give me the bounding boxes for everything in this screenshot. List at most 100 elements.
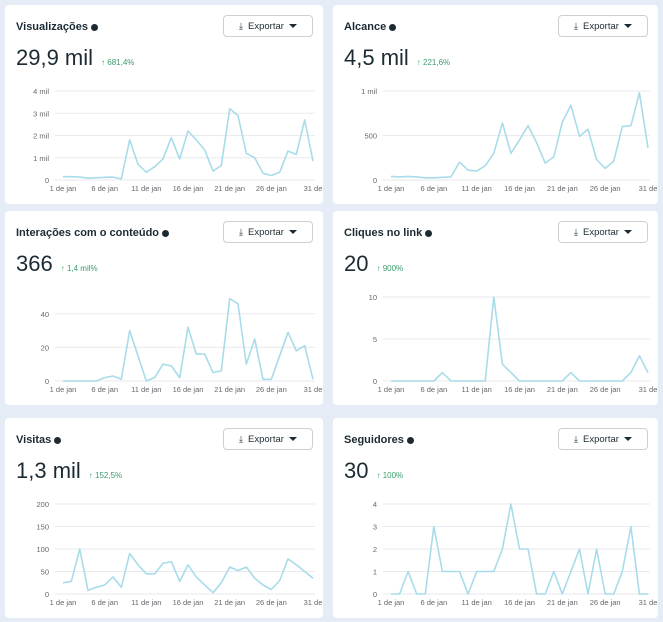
info-icon[interactable] (425, 229, 433, 237)
card-visitas: Visitas ⤓ Exportar 1,3 mil ↑ 152,5% 0 50 100 1… (5, 418, 323, 618)
x-tick-label: 31 de (639, 598, 658, 607)
info-icon[interactable] (406, 436, 414, 444)
export-label: Exportar (583, 20, 619, 32)
x-tick-label: 11 de jan (131, 385, 161, 394)
export-label: Exportar (248, 433, 284, 445)
info-icon[interactable] (90, 23, 98, 31)
x-tick-label: 26 de jan (590, 385, 621, 394)
x-tick-label: 1 de jan (50, 184, 77, 193)
x-tick-label: 31 de (304, 598, 323, 607)
x-tick-label: 31 de (304, 385, 323, 394)
x-tick-label: 1 de jan (378, 184, 405, 193)
x-tick-label: 1 de jan (378, 598, 405, 607)
download-icon: ⤓ (239, 433, 244, 444)
export-button[interactable]: ⤓ Exportar (223, 15, 313, 37)
x-tick-label: 1 de jan (50, 598, 77, 607)
y-tick-label: 150 (36, 523, 49, 532)
y-tick-label: 1 (373, 568, 377, 577)
x-tick-label: 11 de jan (462, 385, 492, 394)
y-tick-label: 0 (45, 590, 49, 599)
y-tick-label: 3 (373, 523, 377, 532)
x-tick-label: 6 de jan (420, 385, 447, 394)
metric-value-row: 366 ↑ 1,4 mil% (16, 251, 98, 277)
download-icon: ⤓ (239, 20, 244, 31)
y-tick-label: 5 (373, 335, 377, 344)
download-icon: ⤓ (574, 433, 579, 444)
x-tick-label: 11 de jan (462, 598, 492, 607)
card-title: Seguidores (344, 434, 414, 446)
metric-value: 20 (344, 251, 369, 276)
line-chart: 0 5 10 1 de jan 6 de jan 11 de jan 16 de jan 21… (369, 293, 658, 394)
y-tick-label: 0 (45, 377, 49, 386)
metric-value-row: 20 ↑ 900% (344, 251, 403, 277)
info-icon[interactable] (162, 229, 170, 237)
y-tick-label: 200 (36, 500, 49, 509)
card-title-text: Interações com o conteúdo (16, 227, 160, 239)
x-tick-label: 6 de jan (91, 598, 118, 607)
x-tick-label: 6 de jan (91, 184, 118, 193)
caret-down-icon (623, 24, 632, 28)
y-tick-label: 10 (369, 293, 377, 302)
x-tick-label: 16 de jan (504, 385, 535, 394)
card-alcance: Alcance ⤓ Exportar 4,5 mil ↑ 221,6% 0 500 1 m… (333, 5, 658, 204)
y-tick-label: 2 mil (33, 132, 49, 141)
caret-down-icon (288, 230, 297, 234)
caret-down-icon (623, 437, 632, 441)
y-tick-label: 50 (41, 568, 49, 577)
x-tick-label: 21 de jan (547, 385, 578, 394)
export-button[interactable]: ⤓ Exportar (558, 221, 648, 243)
line-chart: 0 1 mil 2 mil 3 mil 4 mil 1 de jan 6 de jan 11 … (33, 87, 323, 193)
export-button[interactable]: ⤓ Exportar (223, 428, 313, 450)
x-tick-label: 16 de jan (504, 598, 535, 607)
card-title: Alcance (344, 21, 397, 33)
metric-value-row: 29,9 mil ↑ 681,4% (16, 45, 134, 71)
card-title-text: Alcance (344, 21, 387, 33)
x-tick-label: 1 de jan (50, 385, 77, 394)
x-tick-label: 21 de jan (547, 598, 578, 607)
caret-down-icon (288, 437, 297, 441)
x-tick-label: 16 de jan (173, 598, 204, 607)
line-chart: 0 20 40 1 de jan 6 de jan 11 de jan 16 de jan 2… (41, 297, 323, 394)
info-icon[interactable] (54, 436, 62, 444)
card-visualizacoes: Visualizações ⤓ Exportar 29,9 mil ↑ 681,4%… (5, 5, 323, 204)
card-title: Visitas (16, 434, 62, 446)
series-line (63, 107, 314, 180)
card-interacoes: Interações com o conteúdo ⤓ Exportar 366 ↑… (5, 211, 323, 405)
metric-delta: ↑ 100% (376, 471, 404, 480)
card-seguidores: Seguidores ⤓ Exportar 30 ↑ 100% 0 1 2 3 4 1 de j… (333, 418, 658, 618)
series-line (391, 503, 648, 595)
metric-value: 4,5 mil (344, 45, 409, 70)
x-tick-label: 21 de jan (214, 184, 245, 193)
metric-delta: ↑ 221,6% (416, 58, 451, 67)
y-tick-label: 0 (45, 176, 49, 185)
export-button[interactable]: ⤓ Exportar (558, 428, 648, 450)
x-tick-label: 26 de jan (256, 184, 287, 193)
metric-value-row: 4,5 mil ↑ 221,6% (344, 45, 450, 71)
x-tick-label: 6 de jan (420, 598, 447, 607)
x-tick-label: 11 de jan (131, 184, 161, 193)
card-cliques: Cliques no link ⤓ Exportar 20 ↑ 900% 0 5 10 1 … (333, 211, 658, 405)
x-tick-label: 21 de jan (214, 598, 245, 607)
caret-down-icon (623, 230, 632, 234)
y-tick-label: 20 (41, 343, 49, 352)
y-tick-label: 2 (373, 545, 377, 554)
metric-value-row: 30 ↑ 100% (344, 458, 403, 484)
metric-value-row: 1,3 mil ↑ 152,5% (16, 458, 122, 484)
x-tick-label: 26 de jan (256, 385, 287, 394)
y-tick-label: 1 mil (33, 154, 49, 163)
x-tick-label: 31 de (304, 184, 323, 193)
x-tick-label: 31 de (639, 184, 658, 193)
info-icon[interactable] (389, 23, 397, 31)
y-tick-label: 0 (373, 590, 377, 599)
x-tick-label: 11 de jan (131, 598, 161, 607)
y-tick-label: 4 mil (33, 87, 49, 96)
export-button[interactable]: ⤓ Exportar (558, 15, 648, 37)
export-button[interactable]: ⤓ Exportar (223, 221, 313, 243)
series-line (63, 297, 314, 382)
line-chart: 0 50 100 150 200 1 de jan 6 de jan 11 de jan 16 … (36, 500, 323, 607)
metric-delta: ↑ 152,5% (88, 471, 123, 480)
card-title: Interações com o conteúdo (16, 227, 170, 239)
x-tick-label: 6 de jan (91, 385, 118, 394)
x-tick-label: 21 de jan (547, 184, 578, 193)
x-tick-label: 26 de jan (590, 598, 621, 607)
